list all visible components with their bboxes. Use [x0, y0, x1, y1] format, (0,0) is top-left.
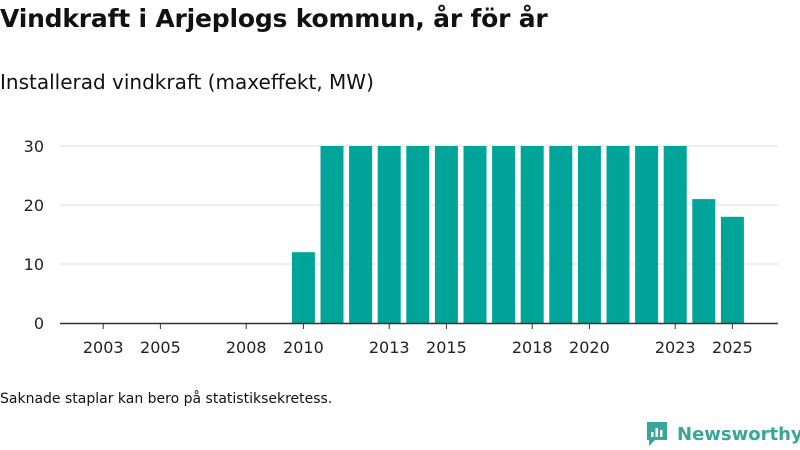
bar-chart: 0 10 20 30 2003 2005 2008 2010 2013 2015 2018 2020…: [24, 137, 778, 357]
footnote: Saknade staplar kan bero på statistiksek…: [0, 391, 333, 407]
x-tick-label: 2015: [426, 338, 467, 357]
bar-2022: [635, 146, 659, 323]
x-axis: [60, 322, 778, 329]
x-tick-label: 2023: [655, 338, 696, 357]
y-tick-label: 20: [24, 196, 44, 215]
y-tick-label: 10: [24, 255, 44, 274]
x-tick-label: 2020: [569, 338, 610, 357]
chart-title: Vindkraft i Arjeplogs kommun, år för år: [0, 4, 548, 33]
x-tick-label: 2025: [712, 338, 753, 357]
newsworthy-logo: Newsworthy: [645, 420, 800, 448]
bars: [291, 146, 744, 323]
bar-2024: [692, 199, 716, 323]
bar-2011: [320, 146, 344, 323]
x-axis-labels: 2003 2005 2008 2010 2013 2015 2018 2020 2023 2025: [83, 338, 753, 357]
y-tick-label: 30: [24, 137, 44, 156]
y-axis-labels: 0 10 20 30: [24, 137, 44, 333]
x-tick-label: 2005: [140, 338, 181, 357]
bar-2014: [406, 146, 430, 323]
x-tick-label: 2018: [512, 338, 553, 357]
y-tick-label: 0: [34, 314, 44, 333]
bar-2010: [291, 252, 315, 323]
bar-2012: [349, 146, 373, 323]
bar-2013: [377, 146, 401, 323]
bar-2017: [492, 146, 516, 323]
bar-2019: [549, 146, 573, 323]
x-tick-label: 2003: [83, 338, 124, 357]
bar-2020: [577, 146, 601, 323]
newsworthy-logo-icon: [647, 422, 667, 446]
bar-2016: [463, 146, 487, 323]
bar-2021: [606, 146, 630, 323]
brand-name: Newsworthy: [677, 423, 800, 445]
chart-subtitle: Installerad vindkraft (maxeffekt, MW): [0, 70, 374, 94]
x-tick-label: 2010: [283, 338, 324, 357]
bar-2015: [434, 146, 458, 323]
bar-2023: [663, 146, 687, 323]
bar-2018: [520, 146, 544, 323]
x-tick-label: 2013: [369, 338, 410, 357]
bar-2025: [720, 216, 744, 323]
x-tick-label: 2008: [226, 338, 267, 357]
